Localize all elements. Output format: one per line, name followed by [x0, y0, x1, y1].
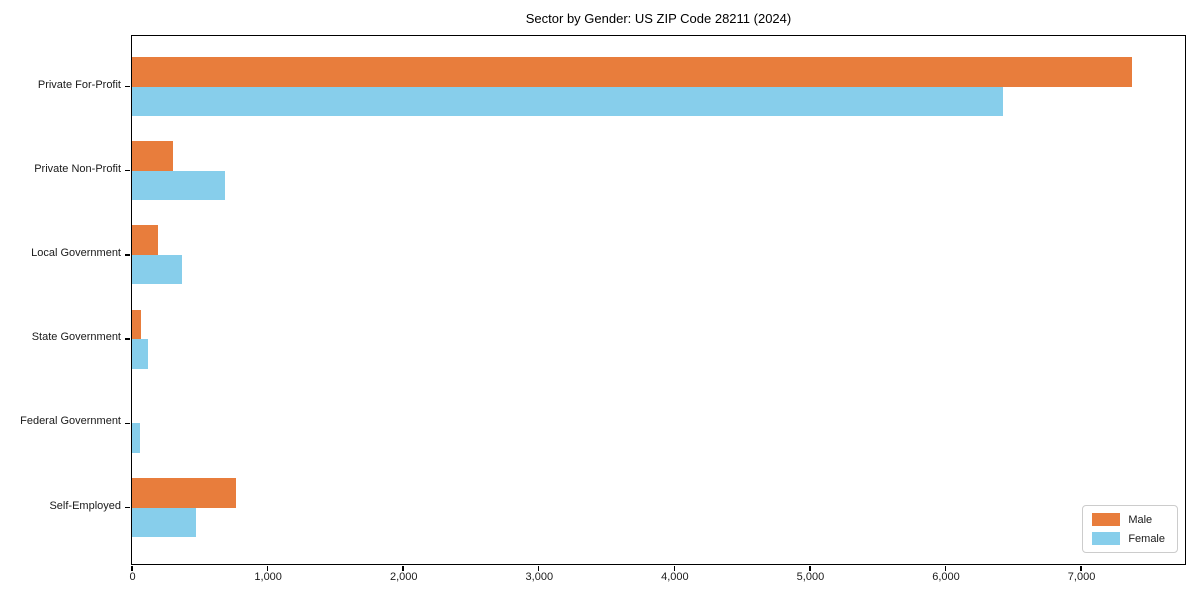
- x-axis-labels: 0 1,000 2,000 3,000 4,000 5,000 6,000 7,000: [130, 571, 1186, 589]
- y-tick-mark: [125, 506, 130, 509]
- x-tick-label: 7,000: [1067, 571, 1096, 583]
- male-series-swatch: [1092, 513, 1121, 526]
- bar-female-1: [132, 170, 225, 201]
- y-tick-label: Federal Government: [20, 415, 121, 428]
- plot-area: Male Female: [125, 35, 1186, 571]
- x-tick-mark: [673, 566, 676, 571]
- legend-item-female: Female: [1092, 532, 1165, 545]
- bar-female-0: [132, 86, 1004, 116]
- bar-female-3: [132, 339, 149, 369]
- x-tick-label: 5,000: [796, 571, 825, 583]
- x-tick-label: 1,000: [254, 571, 282, 583]
- female-series-swatch: [1092, 532, 1121, 545]
- y-tick-mark: [125, 254, 130, 256]
- y-tick-mark: [125, 169, 130, 172]
- y-tick-label: Local Government: [31, 246, 121, 259]
- y-tick-mark: [125, 85, 130, 88]
- x-tick-mark: [131, 566, 133, 571]
- legend-label-male: Male: [1128, 513, 1153, 526]
- y-tick-label: Self-Employed: [49, 499, 121, 512]
- x-tick-mark: [266, 566, 269, 571]
- x-tick-label: 3,000: [525, 571, 554, 583]
- legend-item-male: Male: [1092, 513, 1165, 526]
- y-tick-label: State Government: [31, 331, 121, 344]
- y-axis-labels: Private For-Profit Private Non-Profit Loca…: [0, 35, 121, 565]
- y-tick-mark: [125, 422, 130, 425]
- y-tick-label: Private Non-Profit: [34, 162, 121, 175]
- y-tick-label: Private For-Profit: [37, 78, 121, 91]
- bar-male-1: [132, 141, 174, 171]
- bar-male-5: [132, 478, 236, 508]
- bar-male-2: [132, 225, 159, 255]
- x-tick-mark: [1080, 566, 1082, 571]
- x-tick-label: 2,000: [389, 571, 418, 583]
- bar-male-0: [132, 57, 1133, 87]
- x-tick-label: 6,000: [932, 571, 960, 583]
- x-tick-mark: [809, 566, 811, 571]
- bar-male-3: [132, 309, 142, 340]
- bar-female-4: [132, 423, 141, 453]
- x-tick-label: 4,000: [661, 571, 689, 583]
- legend: Male Female: [1082, 505, 1178, 553]
- bar-female-5: [132, 507, 197, 537]
- legend-label-female: Female: [1128, 532, 1165, 545]
- y-tick-mark: [125, 338, 130, 340]
- bar-female-2: [132, 254, 183, 285]
- x-tick-mark: [944, 566, 947, 571]
- chart-title: Sector by Gender: US ZIP Code 28211 (202…: [525, 11, 792, 26]
- x-tick-label: 0: [129, 571, 136, 583]
- x-tick-mark: [402, 566, 404, 571]
- x-tick-mark: [537, 566, 540, 571]
